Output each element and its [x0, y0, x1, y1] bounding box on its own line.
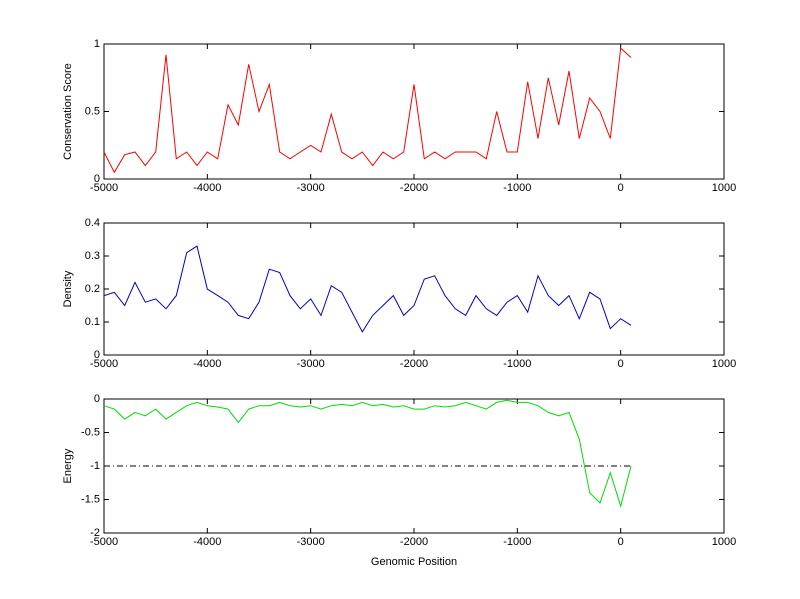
x-tick-label: -1000 — [503, 358, 531, 370]
x-tick-label: -3000 — [297, 536, 325, 548]
y-axis-label: Conservation Score — [62, 63, 74, 160]
x-tick-label: -5000 — [90, 536, 118, 548]
axes-frame — [103, 43, 725, 180]
y-tick-label: 0.2 — [85, 283, 100, 295]
x-tick-label: -2000 — [400, 358, 428, 370]
x-tick-label: -4000 — [193, 358, 221, 370]
y-tick-label: 0.1 — [85, 316, 100, 328]
y-tick-label: -2 — [90, 527, 100, 539]
x-tick-label: -1000 — [503, 536, 531, 548]
y-tick-label: -1 — [90, 460, 100, 472]
y-tick-label: 0.5 — [85, 105, 100, 117]
x-tick-label: 0 — [618, 358, 624, 370]
x-tick-label: -4000 — [193, 536, 221, 548]
x-tick-label: -5000 — [90, 358, 118, 370]
x-axis-label: Genomic Position — [371, 556, 457, 568]
y-tick-label: 1 — [94, 38, 100, 50]
y-tick-label: 0.3 — [85, 250, 100, 262]
data-line — [103, 245, 632, 333]
x-tick-label: 0 — [618, 536, 624, 548]
y-tick-label: -1.5 — [81, 493, 100, 505]
x-tick-label: -3000 — [297, 182, 325, 194]
y-tick-label: 0.4 — [85, 217, 100, 229]
x-tick-label: -5000 — [90, 182, 118, 194]
y-axis-label: Density — [62, 270, 74, 307]
x-tick-label: -3000 — [297, 358, 325, 370]
x-tick-label: -4000 — [193, 182, 221, 194]
y-tick-label: 0 — [94, 349, 100, 361]
y-axis-label: Energy — [62, 448, 74, 483]
x-tick-label: 1000 — [712, 536, 736, 548]
x-tick-label: -2000 — [400, 182, 428, 194]
x-tick-label: 1000 — [712, 182, 736, 194]
data-line — [103, 47, 632, 174]
axes-frame — [103, 222, 725, 356]
data-line — [103, 399, 632, 509]
x-tick-label: 1000 — [712, 358, 736, 370]
x-tick-label: 0 — [618, 182, 624, 194]
y-tick-label: 0 — [94, 393, 100, 405]
y-tick-label: -0.5 — [81, 426, 100, 438]
y-tick-label: 0 — [94, 173, 100, 185]
x-tick-label: -2000 — [400, 536, 428, 548]
x-tick-label: -1000 — [503, 182, 531, 194]
